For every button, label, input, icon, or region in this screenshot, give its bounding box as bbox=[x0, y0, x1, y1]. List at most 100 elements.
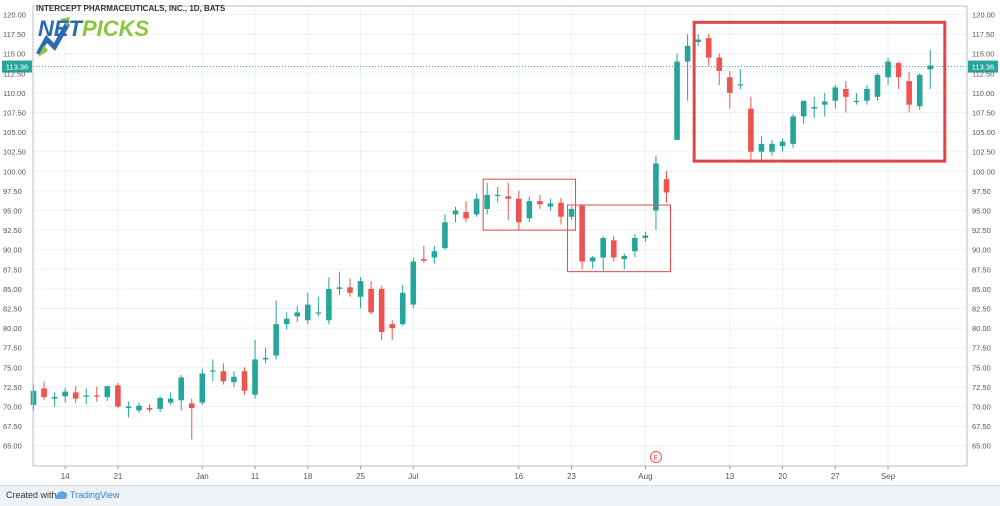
candle bbox=[716, 53, 723, 86]
candle-body bbox=[653, 163, 659, 211]
candle-body bbox=[832, 87, 839, 101]
netpicks-logo-icon bbox=[36, 17, 70, 57]
candles bbox=[30, 34, 934, 440]
y-tick-label-right: 92.50 bbox=[972, 226, 991, 235]
y-tick-label-right: 100.00 bbox=[972, 167, 995, 176]
price-badge-left-text: 113.36 bbox=[6, 63, 28, 72]
y-tick-label-left: 112.50 bbox=[3, 69, 25, 78]
candle bbox=[336, 271, 343, 296]
price-badge-right-text: 113.36 bbox=[972, 63, 994, 72]
candle-body bbox=[885, 61, 891, 78]
candle-body bbox=[72, 392, 79, 399]
candle-body bbox=[83, 395, 90, 397]
candle-body bbox=[336, 287, 343, 289]
y-tick-label-left: 102.50 bbox=[3, 148, 26, 157]
candle bbox=[410, 257, 417, 309]
y-tick-label-right: 72.50 bbox=[972, 383, 991, 392]
candle bbox=[94, 386, 100, 402]
candle bbox=[157, 396, 163, 412]
annotation-box bbox=[567, 204, 671, 273]
candle-body bbox=[600, 237, 606, 258]
candle-body bbox=[62, 391, 68, 397]
candle bbox=[199, 368, 206, 405]
candle bbox=[832, 85, 839, 109]
candle bbox=[41, 381, 47, 401]
y-tick-label-left: 85.00 bbox=[3, 285, 22, 294]
y-tick-label-right: 95.00 bbox=[972, 207, 991, 216]
candle bbox=[347, 278, 353, 297]
candle bbox=[463, 201, 469, 223]
x-tick-label: Jan bbox=[196, 472, 209, 481]
x-tick-label: 21 bbox=[113, 472, 122, 481]
y-tick-label-right: 110.00 bbox=[972, 89, 994, 98]
candle bbox=[83, 388, 90, 405]
candle-body bbox=[821, 101, 828, 105]
candle-body bbox=[547, 203, 554, 207]
y-tick-label-left: 75.00 bbox=[3, 363, 22, 372]
candle-body bbox=[357, 281, 364, 297]
candle bbox=[864, 85, 870, 105]
candle bbox=[927, 49, 934, 89]
candle bbox=[589, 255, 596, 269]
earnings-marker-label: E bbox=[654, 455, 659, 462]
candle-body bbox=[748, 108, 754, 152]
candle-body bbox=[674, 61, 680, 140]
candle-body bbox=[399, 292, 406, 325]
y-tick-label-left: 70.00 bbox=[3, 403, 22, 412]
candle bbox=[210, 359, 216, 382]
candle-body bbox=[368, 288, 374, 313]
candle bbox=[895, 61, 902, 89]
candle bbox=[758, 136, 765, 160]
candle-body bbox=[642, 235, 649, 238]
candle bbox=[442, 214, 448, 250]
candle bbox=[494, 186, 501, 203]
plot-frame bbox=[32, 5, 968, 467]
y-tick-label-right: 75.00 bbox=[972, 363, 991, 372]
y-tick-label-right: 97.50 bbox=[972, 187, 991, 196]
x-tick-label: Jul bbox=[408, 472, 418, 481]
candle bbox=[399, 284, 406, 326]
annotation-box bbox=[692, 20, 947, 163]
candle-body bbox=[610, 240, 617, 258]
candle-body bbox=[811, 107, 817, 109]
y-tick-label-left: 72.50 bbox=[3, 383, 22, 392]
candle bbox=[737, 69, 744, 89]
chart-title: INTERCEPT PHARMACEUTICALS, INC., 1D, BAT… bbox=[36, 4, 226, 13]
earnings-marker[interactable] bbox=[649, 451, 662, 463]
tradingview-cloud-icon[interactable] bbox=[55, 490, 67, 500]
candle bbox=[431, 245, 438, 264]
y-tick-label-right: 87.50 bbox=[972, 265, 991, 274]
candle bbox=[51, 392, 58, 407]
y-tick-label-left: 67.50 bbox=[3, 422, 22, 431]
candle-body bbox=[326, 288, 332, 321]
y-tick-label-right: 70.00 bbox=[972, 403, 991, 412]
candle-body bbox=[136, 405, 142, 411]
candle bbox=[705, 34, 712, 66]
candle bbox=[146, 404, 153, 412]
candle-body bbox=[526, 201, 533, 219]
y-tick-label-left: 115.00 bbox=[3, 50, 25, 59]
candle bbox=[252, 339, 258, 399]
y-tick-label-left: 120.00 bbox=[3, 11, 26, 20]
candle bbox=[800, 100, 807, 125]
y-tick-label-left: 95.00 bbox=[3, 207, 22, 216]
tradingview-link[interactable]: TradingView bbox=[70, 490, 120, 500]
candle-body bbox=[632, 237, 638, 252]
candle bbox=[769, 139, 775, 156]
candle-body bbox=[178, 377, 184, 401]
y-tick-label-right: 82.50 bbox=[972, 305, 991, 314]
candle-body bbox=[484, 194, 490, 209]
y-tick-label-left: 107.50 bbox=[3, 109, 26, 118]
candle-body bbox=[94, 395, 100, 397]
candle bbox=[610, 235, 617, 262]
y-tick-label-right: 117.50 bbox=[972, 30, 994, 39]
y-tick-label-right: 107.50 bbox=[972, 109, 995, 118]
candle-body bbox=[727, 77, 733, 93]
candle-body bbox=[315, 312, 322, 314]
candle bbox=[115, 382, 121, 409]
candle-body bbox=[494, 194, 501, 197]
candle-body bbox=[104, 386, 111, 398]
candle-body bbox=[252, 359, 258, 395]
candle-body bbox=[431, 251, 438, 258]
